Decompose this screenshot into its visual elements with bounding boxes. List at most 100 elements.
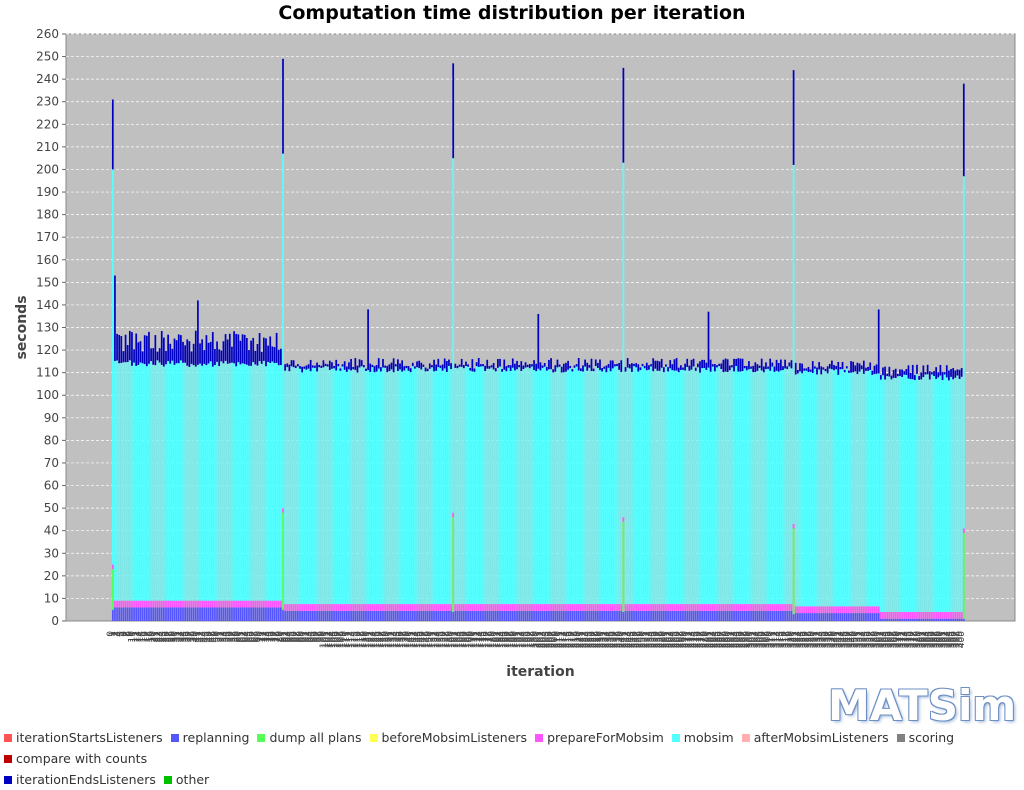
- legend-item: dump all plans: [257, 727, 362, 748]
- bar-segment-iterationEndsListeners: [356, 365, 359, 373]
- y-tick-label: 200: [36, 162, 59, 176]
- bar-segment-iterationEndsListeners: [135, 333, 138, 366]
- bar-segment-mobsim: [758, 367, 761, 605]
- bar-segment-iterationEndsListeners: [484, 365, 486, 371]
- bar-segment-iterationEndsListeners: [752, 365, 755, 373]
- bar-segment-replanning: [322, 610, 325, 621]
- bar-segment-replanning: [818, 613, 820, 621]
- bar-segment-iterationEndsListeners: [862, 360, 865, 374]
- bar-segment-iterationEndsListeners: [331, 362, 333, 369]
- bar-segment-replanning: [197, 607, 199, 621]
- bar-segment-mobsim: [697, 367, 699, 605]
- bar-segment-iterationEndsListeners: [626, 358, 629, 368]
- bar-segment-replanning: [716, 610, 718, 621]
- bar-segment-iterationEndsListeners: [543, 363, 546, 367]
- x-tick-label: 153: [432, 631, 442, 648]
- bar-segment-mobsim: [616, 366, 618, 605]
- bar-segment-mobsim: [686, 367, 689, 605]
- bar-segment-prepareForMobsim: [326, 604, 329, 611]
- bar-segment-iterationEndsListeners: [954, 370, 957, 378]
- bar-segment-prepareForMobsim: [186, 600, 189, 608]
- bar-segment-mobsim: [309, 371, 312, 605]
- bar-segment-iterationEndsListeners: [526, 364, 529, 368]
- bar-segment-replanning: [822, 613, 825, 621]
- bar-segment-prepareForMobsim: [254, 600, 257, 608]
- bar-segment-prepareForMobsim: [443, 604, 446, 611]
- x-tick-label: 9: [125, 631, 135, 637]
- bar-segment-prepareForMobsim: [505, 604, 508, 611]
- x-tick-label: 157: [440, 631, 450, 648]
- bar-segment-mobsim: [869, 369, 872, 607]
- bar-segment-mobsim: [218, 365, 221, 601]
- bar-segment-replanning: [341, 610, 344, 621]
- bar-segment-prepareForMobsim: [922, 611, 925, 619]
- bar-segment-replanning: [235, 607, 238, 621]
- x-tick-label: 360: [872, 631, 882, 648]
- bar-segment-replanning: [203, 607, 206, 621]
- bar-segment-iterationEndsListeners: [599, 359, 601, 371]
- bar-segment-prepareForMobsim: [280, 600, 282, 608]
- bar-segment-replanning: [131, 607, 133, 621]
- bar-segment-replanning: [711, 610, 714, 621]
- bar-segment-iterationEndsListeners: [584, 359, 586, 367]
- bar-segment-replanning: [858, 613, 861, 621]
- x-tick-label: 196: [523, 631, 533, 648]
- bar-segment-mobsim: [201, 365, 204, 601]
- x-tick-label: 319: [785, 631, 795, 648]
- bar-segment-iterationEndsListeners: [290, 360, 293, 367]
- bar-segment-mobsim: [754, 372, 757, 605]
- bar-segment-mobsim: [941, 380, 944, 612]
- bar-segment-iterationEndsListeners: [477, 358, 480, 368]
- bar-segment-mobsim: [858, 371, 861, 607]
- bar-segment-mobsim: [939, 375, 942, 612]
- bar-segment-iterationEndsListeners: [169, 343, 172, 364]
- bar-segment-replanning: [501, 610, 503, 621]
- x-tick-label: 252: [642, 631, 652, 648]
- bar-segment-replanning: [620, 610, 623, 621]
- bar-segment-replanning: [865, 613, 867, 621]
- bar-segment-prepareForMobsim: [380, 604, 382, 611]
- bar-segment-prepareForMobsim: [724, 604, 727, 611]
- bar-segment-iterationEndsListeners: [931, 372, 933, 375]
- bar-segment-prepareForMobsim: [465, 604, 467, 611]
- bar-segment-prepareForMobsim: [290, 604, 293, 611]
- x-tick-label: 262: [663, 631, 673, 648]
- y-tick-label: 140: [36, 298, 59, 312]
- y-tick-label: 190: [36, 185, 59, 199]
- bar-segment-mobsim: [703, 368, 706, 605]
- bar-segment-prepareForMobsim: [686, 604, 689, 611]
- bar-segment-mobsim: [426, 371, 429, 605]
- bar-segment-iterationEndsListeners: [654, 360, 657, 369]
- x-tick-label: 94: [306, 631, 316, 643]
- x-tick-label: 106: [332, 631, 342, 648]
- bar-segment-prepareForMobsim: [735, 604, 738, 611]
- bar-segment-mobsim: [382, 367, 384, 605]
- bar-segment-iterationEndsListeners: [745, 365, 748, 371]
- bar-segment-prepareForMobsim: [214, 600, 216, 608]
- x-tick-label: 205: [542, 631, 552, 648]
- bar-segment-prepareForMobsim: [796, 606, 799, 614]
- bar-segment-replanning: [950, 618, 952, 621]
- bar-segment-replanning: [558, 610, 561, 621]
- bar-segment-iterationEndsListeners: [407, 366, 410, 371]
- x-tick-label: 331: [810, 631, 820, 648]
- bar-segment-iterationEndsListeners: [467, 364, 469, 367]
- legend-item: iterationStartsListeners: [4, 727, 163, 748]
- bar-segment-mobsim: [475, 366, 478, 605]
- bar-segment-replanning: [577, 610, 580, 621]
- x-axis-label: iteration: [506, 664, 574, 680]
- x-tick-label: 259: [657, 631, 667, 648]
- bar-segment-replanning: [494, 610, 497, 621]
- bar-segment-prepareForMobsim: [765, 604, 767, 611]
- y-tick-label: 150: [36, 275, 59, 289]
- bar-segment-prepareForMobsim: [852, 606, 855, 614]
- bar-segment-replanning: [545, 610, 548, 621]
- x-tick-label: 14: [136, 631, 146, 643]
- x-tick-label: 38: [187, 631, 197, 643]
- bar-segment-replanning: [143, 607, 146, 621]
- x-tick-label: 28: [166, 631, 176, 643]
- bar-segment-mobsim: [888, 376, 891, 612]
- bar-segment-prepareForMobsim: [418, 604, 421, 611]
- y-tick-label: 20: [44, 569, 59, 583]
- bar-segment-replanning: [458, 610, 461, 621]
